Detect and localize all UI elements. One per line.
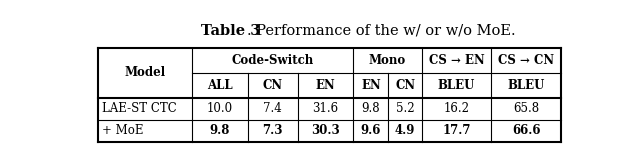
Text: 9.6: 9.6 (361, 124, 381, 137)
Text: EN: EN (316, 79, 335, 92)
Text: 31.6: 31.6 (312, 102, 339, 115)
Text: 5.2: 5.2 (396, 102, 415, 115)
Text: 65.8: 65.8 (513, 102, 540, 115)
Text: 66.6: 66.6 (512, 124, 541, 137)
Text: EN: EN (361, 79, 381, 92)
Text: LAE-ST CTC: LAE-ST CTC (102, 102, 177, 115)
Text: 17.7: 17.7 (442, 124, 471, 137)
Text: Mono: Mono (369, 54, 406, 67)
Text: CN: CN (262, 79, 283, 92)
Text: BLEU: BLEU (508, 79, 545, 92)
Text: 4.9: 4.9 (395, 124, 415, 137)
Text: BLEU: BLEU (438, 79, 476, 92)
Text: Table 3: Table 3 (0, 164, 1, 165)
Text: Table 3. Performance of the w/ or w/o MoE.: Table 3. Performance of the w/ or w/o Mo… (0, 164, 1, 165)
Text: 30.3: 30.3 (311, 124, 340, 137)
Text: CS → CN: CS → CN (498, 54, 554, 67)
Text: Code-Switch: Code-Switch (232, 54, 314, 67)
Text: CS → EN: CS → EN (429, 54, 484, 67)
Text: CN: CN (395, 79, 415, 92)
Text: Table 3: Table 3 (201, 24, 260, 38)
Text: ALL: ALL (207, 79, 233, 92)
Text: 16.2: 16.2 (444, 102, 470, 115)
Text: Model: Model (125, 66, 166, 79)
Text: + MoE: + MoE (102, 124, 143, 137)
Text: . Performance of the w/ or w/o MoE.: . Performance of the w/ or w/o MoE. (247, 24, 516, 38)
Text: . Performance of the w/ or w/o MoE.: . Performance of the w/ or w/o MoE. (0, 164, 1, 165)
Text: 9.8: 9.8 (362, 102, 380, 115)
Text: 10.0: 10.0 (207, 102, 233, 115)
Text: 7.4: 7.4 (263, 102, 282, 115)
Text: 7.3: 7.3 (262, 124, 283, 137)
Text: 9.8: 9.8 (210, 124, 230, 137)
